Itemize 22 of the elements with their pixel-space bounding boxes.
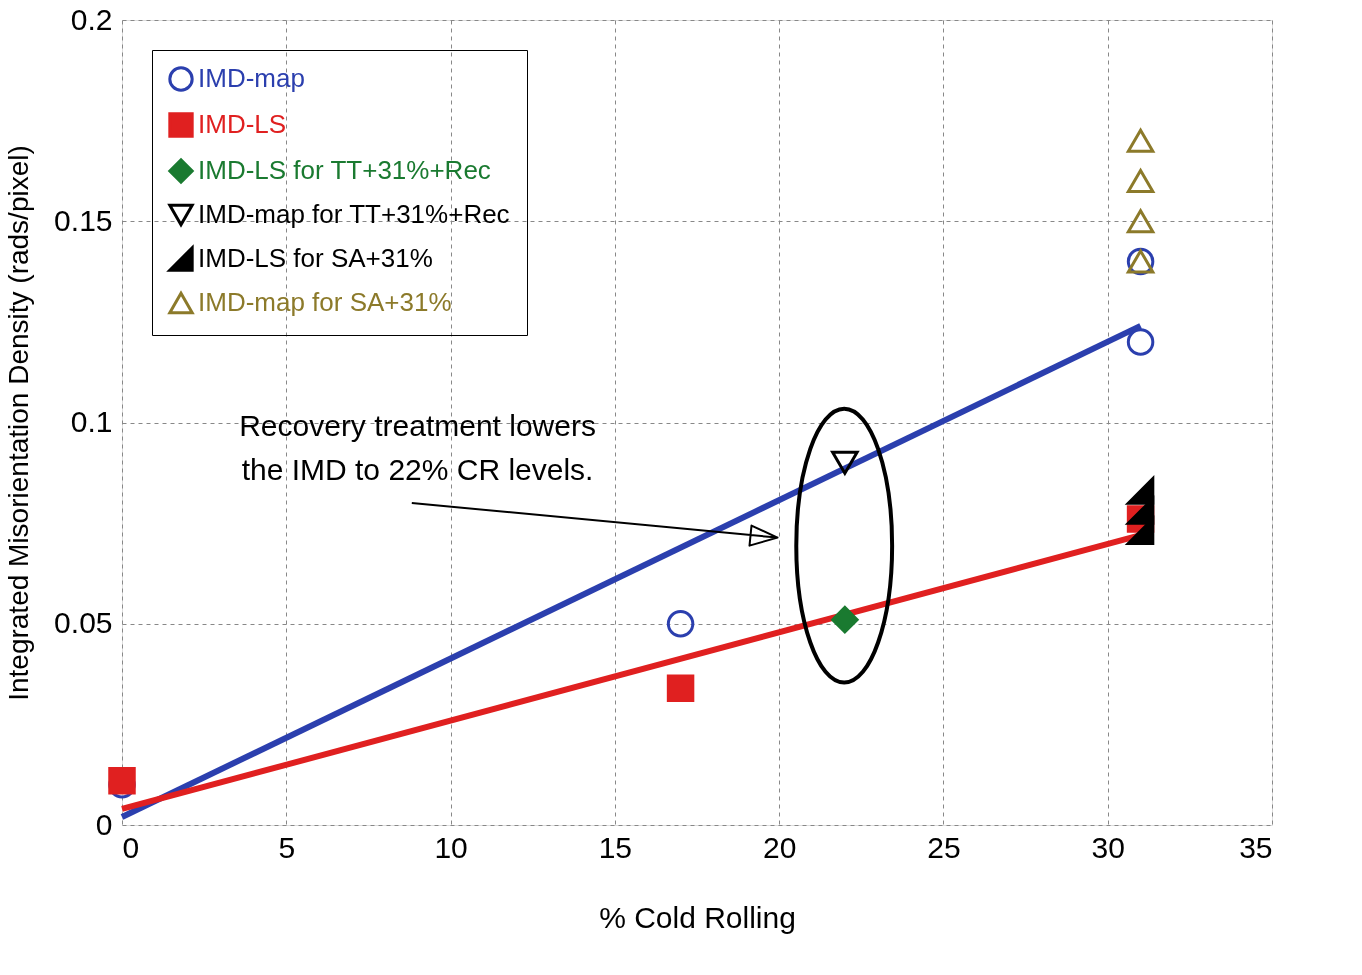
x-tick-label: 10 [434, 830, 468, 864]
y-tick-label: 0.2 [70, 2, 113, 36]
y-axis-title: Integrated Misorientation Density (rads/pixel) [3, 145, 35, 701]
legend-label: IMD-map [198, 63, 305, 93]
annotation: Recovery treatment lowers the IMD to 22% CR levels. [239, 409, 596, 487]
x-tick-label: 20 [762, 830, 797, 864]
x-tick-label: 0 [122, 830, 140, 864]
x-tick-label: 15 [598, 830, 633, 864]
y-tick-label: 0.05 [54, 606, 113, 640]
legend-label: IMD-map for SA+31% [198, 287, 452, 317]
y-tick-label: 0.15 [54, 203, 113, 237]
y-tick-label: 0.1 [70, 405, 113, 438]
legend-label: IMD-LS for TT+31%+Rec [198, 155, 491, 185]
x-tick-label: 35 [1239, 830, 1273, 864]
x-tick-label: 5 [278, 830, 296, 864]
legend-label: IMD-map for TT+31%+Rec [198, 199, 510, 229]
y-tick-label: 0 [95, 807, 113, 841]
x-tick-label: 25 [927, 830, 961, 864]
legend-label: IMD-LS [198, 109, 287, 139]
x-tick-label: 30 [1091, 830, 1125, 864]
x-axis-title: % Cold Rolling [599, 900, 796, 934]
legend-label: IMD-LS for SA+31% [198, 243, 433, 273]
